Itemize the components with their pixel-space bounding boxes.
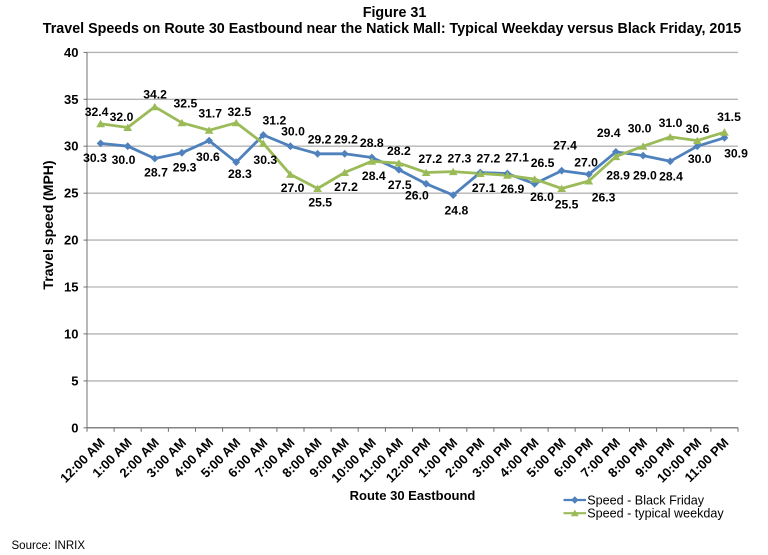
svg-text:28.8: 28.8 xyxy=(360,136,384,150)
svg-text:27.5: 27.5 xyxy=(388,178,412,192)
svg-text:30.6: 30.6 xyxy=(196,150,220,164)
svg-text:32.5: 32.5 xyxy=(228,105,252,119)
svg-text:25.5: 25.5 xyxy=(308,195,332,209)
svg-text:0: 0 xyxy=(71,420,78,435)
svg-text:30.0: 30.0 xyxy=(112,153,136,167)
svg-text:31.5: 31.5 xyxy=(717,110,741,124)
svg-text:Speed - Black Friday: Speed - Black Friday xyxy=(587,493,705,507)
svg-text:Route 30 Eastbound: Route 30 Eastbound xyxy=(350,488,476,503)
svg-text:29.3: 29.3 xyxy=(173,161,197,175)
svg-text:Figure 31: Figure 31 xyxy=(363,5,427,21)
svg-text:31.7: 31.7 xyxy=(198,106,222,120)
svg-text:26.0: 26.0 xyxy=(405,189,429,203)
svg-text:26.5: 26.5 xyxy=(531,156,555,170)
svg-text:30.0: 30.0 xyxy=(688,152,712,166)
svg-text:27.2: 27.2 xyxy=(334,180,358,194)
svg-text:27.0: 27.0 xyxy=(281,181,305,195)
svg-text:24.8: 24.8 xyxy=(445,203,469,217)
svg-text:32.5: 32.5 xyxy=(174,97,198,111)
svg-text:26.3: 26.3 xyxy=(592,190,616,204)
svg-text:29.4: 29.4 xyxy=(597,126,621,140)
svg-text:Speed - typical weekday: Speed - typical weekday xyxy=(587,507,724,521)
svg-text:27.4: 27.4 xyxy=(553,139,577,153)
svg-text:28.2: 28.2 xyxy=(387,144,411,158)
svg-text:30.9: 30.9 xyxy=(724,147,748,161)
svg-text:27.2: 27.2 xyxy=(477,152,501,166)
svg-text:30.0: 30.0 xyxy=(281,125,305,139)
svg-text:20: 20 xyxy=(64,233,78,248)
svg-text:26.0: 26.0 xyxy=(530,190,554,204)
svg-text:Travel speed (MPH): Travel speed (MPH) xyxy=(40,160,56,289)
svg-text:30: 30 xyxy=(64,139,78,154)
svg-text:25: 25 xyxy=(64,186,78,201)
svg-text:Source: INRIX: Source: INRIX xyxy=(12,540,86,552)
svg-text:31.2: 31.2 xyxy=(263,114,287,128)
svg-text:35: 35 xyxy=(64,92,78,107)
svg-text:27.0: 27.0 xyxy=(574,155,598,169)
svg-text:34.2: 34.2 xyxy=(143,88,167,102)
svg-text:30.3: 30.3 xyxy=(253,153,277,167)
svg-text:Travel Speeds on Route 30 East: Travel Speeds on Route 30 Eastbound near… xyxy=(43,21,741,37)
svg-text:27.2: 27.2 xyxy=(418,152,442,166)
svg-text:28.4: 28.4 xyxy=(659,170,683,184)
svg-text:29.0: 29.0 xyxy=(633,169,657,183)
svg-text:30.6: 30.6 xyxy=(686,122,710,136)
svg-text:28.4: 28.4 xyxy=(362,169,386,183)
svg-text:27.1: 27.1 xyxy=(472,181,496,195)
svg-text:5: 5 xyxy=(71,373,78,388)
svg-text:28.3: 28.3 xyxy=(228,167,252,181)
svg-text:32.4: 32.4 xyxy=(85,105,109,119)
svg-text:10: 10 xyxy=(64,326,78,341)
svg-text:15: 15 xyxy=(64,280,78,295)
svg-text:28.9: 28.9 xyxy=(606,168,630,182)
svg-text:30.0: 30.0 xyxy=(628,122,652,136)
svg-text:27.1: 27.1 xyxy=(505,150,529,164)
svg-text:31.0: 31.0 xyxy=(659,116,683,130)
svg-text:40: 40 xyxy=(64,45,78,60)
svg-text:30.3: 30.3 xyxy=(83,151,107,165)
svg-text:29.2: 29.2 xyxy=(334,133,358,147)
svg-text:29.2: 29.2 xyxy=(308,133,332,147)
svg-text:28.7: 28.7 xyxy=(144,166,168,180)
svg-text:32.0: 32.0 xyxy=(110,110,134,124)
svg-text:27.3: 27.3 xyxy=(448,152,472,166)
svg-text:25.5: 25.5 xyxy=(555,197,579,211)
svg-text:26.9: 26.9 xyxy=(501,182,525,196)
